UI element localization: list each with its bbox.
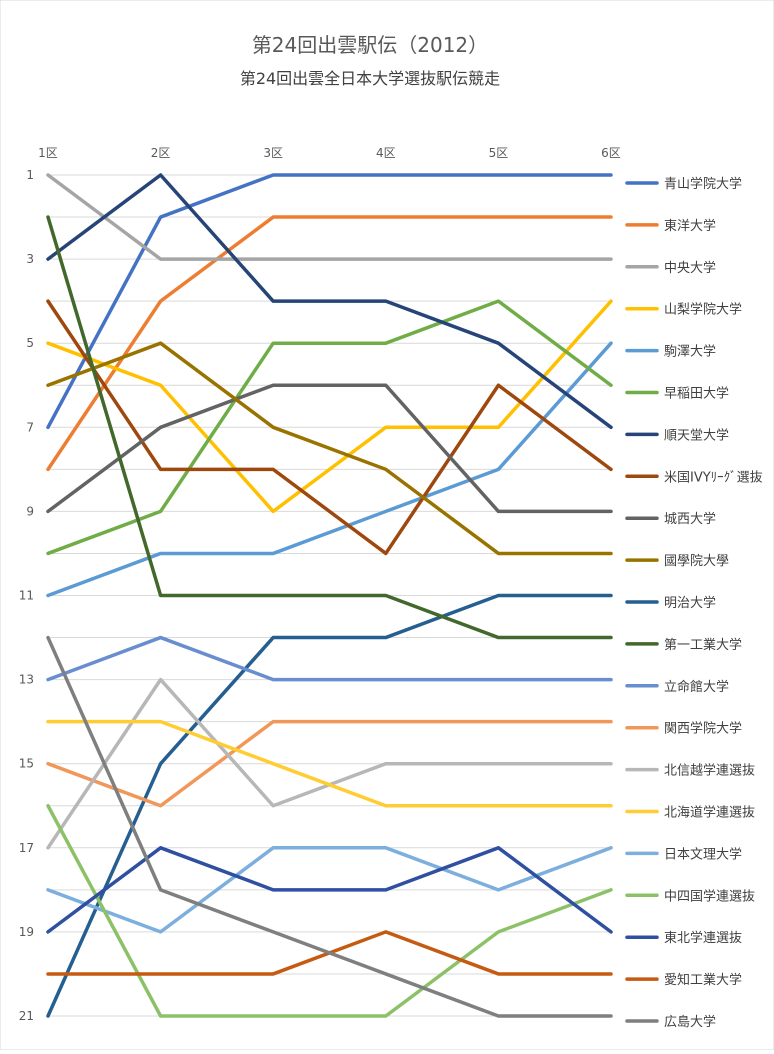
legend-entry: 明治大学	[625, 595, 716, 611]
series-line	[46, 846, 613, 934]
legend-label: 青山学院大学	[664, 176, 742, 192]
y-tick-label: 11	[19, 589, 34, 603]
legend-label: 東洋大学	[664, 218, 716, 234]
series-line	[46, 719, 613, 808]
legend-entry: 愛知工業大学	[625, 972, 742, 988]
legend-entry: 第一工業大学	[625, 637, 742, 653]
legend-label: 北信越学連選抜	[664, 763, 755, 779]
series-line	[46, 173, 613, 430]
legend-label: 山梨学院大学	[664, 302, 742, 318]
y-tick-label: 19	[19, 925, 34, 939]
series-line	[46, 173, 613, 430]
y-tick-label: 9	[26, 504, 34, 518]
legend-label: 北海道学連選抜	[664, 805, 755, 821]
x-tick-label: 6区	[601, 146, 621, 160]
series-line	[46, 299, 613, 514]
y-tick-label: 5	[26, 336, 34, 350]
legend-label: 広島大学	[664, 1014, 716, 1030]
series-line	[46, 635, 613, 1018]
legend-label: 第一工業大学	[664, 637, 742, 653]
series-line	[46, 635, 613, 682]
x-tick-label: 1区	[38, 146, 58, 160]
legend-label: 日本文理大学	[664, 846, 742, 862]
legend-label: 順天堂大学	[664, 427, 729, 443]
legend-label: 明治大学	[664, 595, 716, 611]
legend-entry: 順天堂大学	[625, 427, 729, 443]
x-tick-label: 2区	[151, 146, 171, 160]
chart-subtitle: 第24回出雲全日本大学選抜駅伝競走	[240, 69, 500, 88]
legend-entry: 東洋大学	[625, 218, 716, 234]
series-line	[46, 846, 613, 934]
x-axis-ticks: 1区 2区 3区 4区 5区 6区	[38, 146, 621, 160]
series-line	[46, 299, 613, 556]
chart-title: 第24回出雲駅伝（2012）	[252, 33, 488, 57]
series-line	[46, 173, 613, 261]
y-tick-label: 3	[26, 252, 34, 266]
series-line	[46, 383, 613, 514]
x-tick-label: 3区	[263, 146, 283, 160]
y-tick-label: 13	[19, 673, 34, 687]
legend-entry: 日本文理大学	[625, 846, 742, 862]
legend-label: 愛知工業大学	[664, 972, 742, 988]
legend-label: 城西大学	[664, 511, 716, 527]
legend-label: 中央大学	[664, 260, 716, 276]
series-line	[46, 341, 613, 598]
legend-entry: 米国IVYﾘｰｸﾞ選抜	[625, 469, 763, 485]
series-lines	[46, 173, 613, 1018]
x-tick-label: 4区	[376, 146, 396, 160]
legend-label: 関西学院大学	[664, 721, 742, 737]
series-line	[46, 215, 613, 472]
series-line	[46, 719, 613, 808]
legend-label: 東北学連選抜	[664, 930, 742, 946]
series-line	[46, 804, 613, 1018]
legend-entry: 広島大学	[625, 1014, 716, 1030]
legend-label: 米国IVYﾘｰｸﾞ選抜	[664, 469, 763, 485]
y-tick-label: 15	[19, 757, 34, 771]
legend-label: 中四国学連選抜	[664, 888, 755, 904]
legend-entry: 関西学院大学	[625, 721, 742, 737]
legend-entry: 國學院大學	[625, 554, 729, 569]
legend-entry: 駒澤大学	[625, 344, 716, 360]
legend-entry: 北信越学連選抜	[625, 763, 755, 779]
y-tick-label: 17	[19, 841, 34, 855]
legend-label: 早稲田大学	[664, 386, 729, 402]
legend-entry: 山梨学院大学	[625, 302, 742, 318]
legend-entry: 立命館大学	[625, 679, 729, 695]
series-line	[46, 215, 613, 640]
series-line	[46, 341, 613, 556]
y-tick-label: 21	[19, 1009, 34, 1023]
legend-entry: 北海道学連選抜	[625, 805, 755, 821]
legend-label: 立命館大学	[664, 679, 729, 695]
legend-label: 國學院大學	[664, 554, 729, 569]
series-line	[46, 593, 613, 1018]
legend-entry: 中央大学	[625, 260, 716, 276]
legend-entry: 城西大学	[625, 511, 716, 527]
legend: 青山学院大学東洋大学中央大学山梨学院大学駒澤大学早稲田大学順天堂大学米国IVYﾘ…	[625, 176, 763, 1030]
legend-entry: 東北学連選抜	[625, 930, 742, 946]
legend-label: 駒澤大学	[664, 344, 716, 360]
legend-entry: 早稲田大学	[625, 386, 729, 402]
legend-entry: 中四国学連選抜	[625, 888, 755, 904]
legend-entry: 青山学院大学	[625, 176, 742, 192]
y-tick-label: 7	[26, 420, 34, 434]
x-tick-label: 5区	[489, 146, 509, 160]
y-tick-label: 1	[26, 168, 34, 182]
